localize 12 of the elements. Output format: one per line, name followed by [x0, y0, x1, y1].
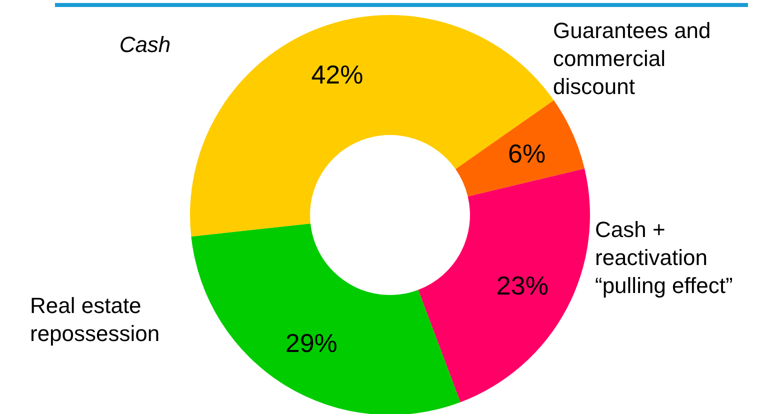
data-label: 23%	[496, 270, 548, 300]
donut-slice	[456, 100, 585, 196]
slice-label: Cash	[119, 32, 171, 57]
data-label: 6%	[508, 138, 546, 169]
donut-slice	[191, 224, 460, 414]
slice-label: Cash + reactivation “pulling effect”	[595, 217, 733, 298]
donut-slice	[418, 168, 590, 402]
data-label: 42%	[311, 60, 364, 90]
slice-label: Real estate repossession	[30, 293, 160, 346]
slice-label: Guarantees and commercial discount	[553, 18, 711, 99]
donut-slice	[190, 15, 554, 237]
data-label: 29%	[285, 328, 338, 358]
